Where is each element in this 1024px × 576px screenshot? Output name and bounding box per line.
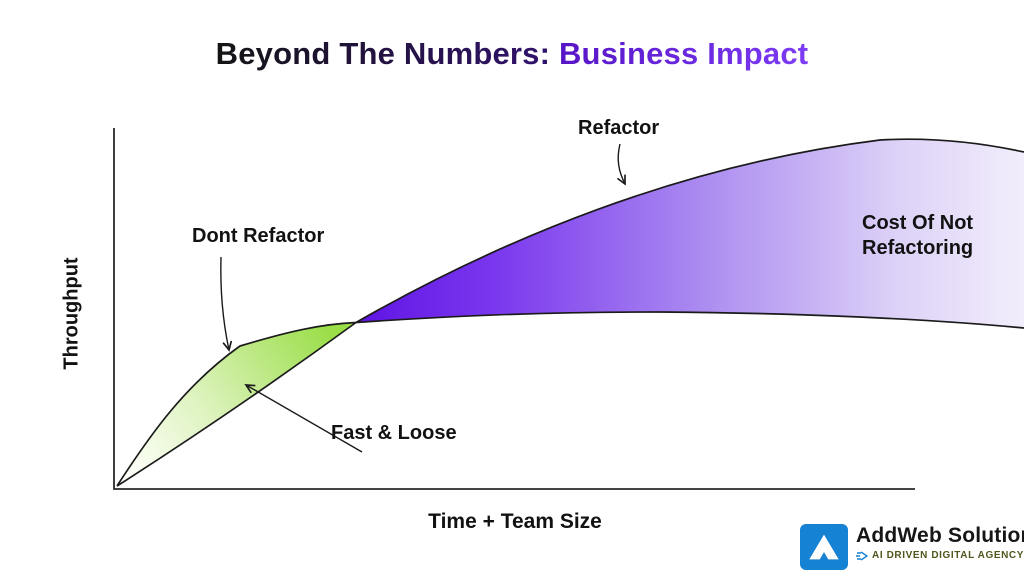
axes <box>113 128 915 490</box>
logo-company-name: AddWeb Solution <box>856 524 1024 547</box>
refactor-arrow <box>616 143 626 186</box>
speed-lines-right-icon <box>856 550 868 561</box>
x-axis-label: Time + Team Size <box>428 510 602 533</box>
dont-refactor-label: Dont Refactor <box>192 225 325 247</box>
page-title: Beyond The Numbers: Business Impact <box>0 36 1024 72</box>
dont-refactor-curve <box>116 311 1024 487</box>
fast-loose-label: Fast & Loose <box>331 422 457 444</box>
fast-loose-region <box>117 322 356 486</box>
page-title-purple-part: Business Impact <box>550 36 809 71</box>
fast-loose-arrow <box>244 384 363 453</box>
addweb-logo: AddWeb Solution AI DRIVEN DIGITAL AGENCY <box>800 524 1024 570</box>
letter-a-icon <box>809 534 839 560</box>
refactor-curve <box>116 138 1024 487</box>
refactor-label: Refactor <box>578 117 660 139</box>
cost-of-not-refactoring-region <box>356 139 1024 328</box>
logo-tagline-text: AI DRIVEN DIGITAL AGENCY <box>872 550 1024 561</box>
dont-refactor-arrow <box>220 256 233 352</box>
cost-of-not-refactoring-label: Cost Of Not Refactoring <box>862 212 974 259</box>
addweb-logo-icon <box>800 524 848 570</box>
page-title-dark-part: Beyond The Numbers: <box>215 36 551 71</box>
y-axis-label: Throughput <box>60 257 83 370</box>
logo-tagline: AI DRIVEN DIGITAL AGENCY <box>856 550 1024 561</box>
